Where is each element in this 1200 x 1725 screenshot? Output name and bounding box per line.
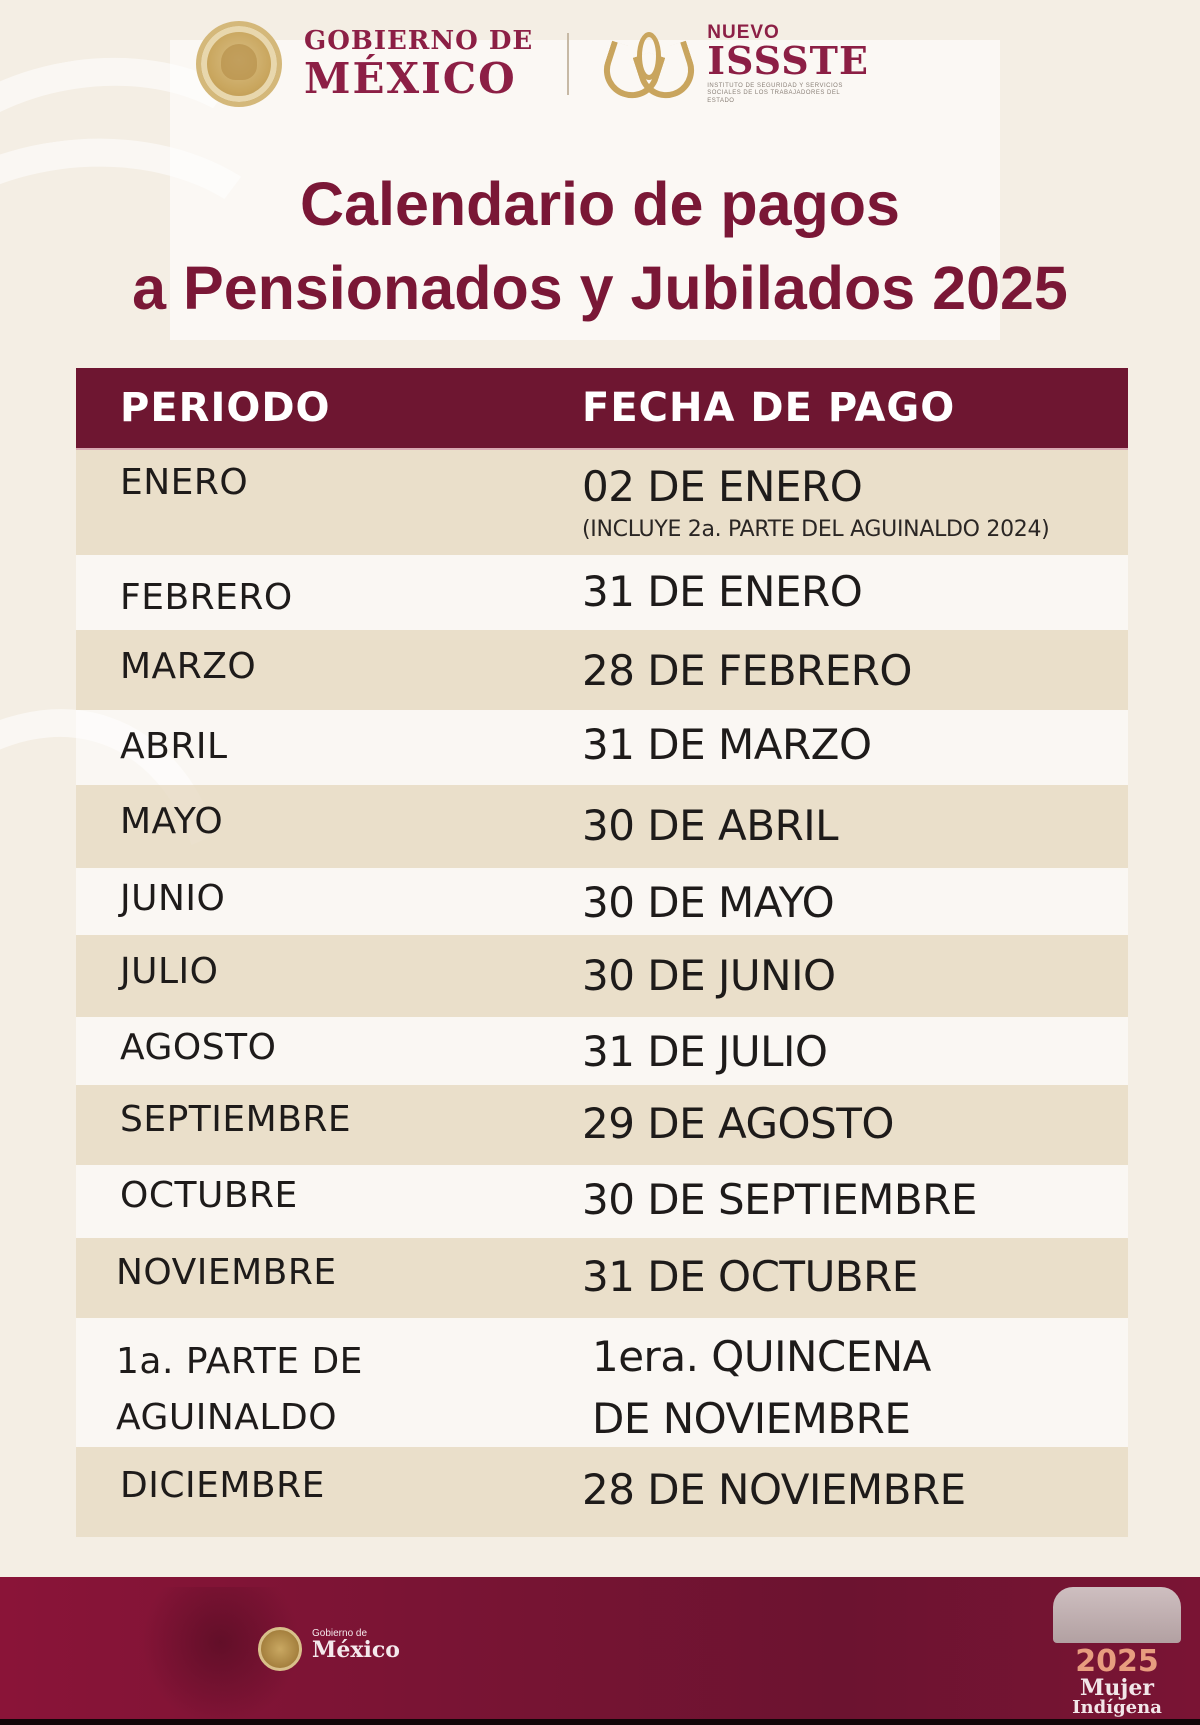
fecha-text: 02 DE ENERO [582, 462, 863, 511]
periodo-cell: NOVIEMBRE [116, 1252, 337, 1293]
footer-gobierno-logo: Gobierno de México [312, 1628, 400, 1663]
logo-bar: GOBIERNO DE MÉXICO NUEVO ISSSTE INSTITUT… [196, 14, 946, 114]
table-row: AGOSTO 31 DE JULIO [76, 1017, 1128, 1085]
periodo-line1: 1a. PARTE DE [116, 1341, 363, 1382]
table-row: SEPTIEMBRE 29 DE AGOSTO [76, 1085, 1128, 1165]
fecha-cell: 02 DE ENERO (INCLUYE 2a. PARTE DEL AGUIN… [582, 462, 1050, 542]
fecha-cell: 31 DE ENERO [582, 567, 863, 616]
fecha-cell: 30 DE JUNIO [582, 951, 836, 1000]
header-periodo: PERIODO [120, 385, 331, 431]
periodo-cell: DICIEMBRE [120, 1465, 325, 1506]
page-title: Calendario de pagos a Pensionados y Jubi… [0, 162, 1200, 330]
periodo-cell: ABRIL [120, 726, 228, 767]
fecha-line2: DE NOVIEMBRE [592, 1394, 911, 1443]
periodo-cell: JULIO [120, 951, 219, 992]
gobierno-line1: GOBIERNO DE [304, 26, 534, 56]
fecha-cell: 29 DE AGOSTO [582, 1099, 895, 1148]
year-badge-line1: Mujer [1080, 1675, 1154, 1701]
year-badge-line2: Indígena [1072, 1697, 1162, 1718]
table-row: MARZO 28 DE FEBRERO [76, 630, 1128, 710]
fecha-cell: 31 DE OCTUBRE [582, 1252, 918, 1301]
issste-name: ISSSTE [707, 37, 869, 83]
fecha-cell: 30 DE ABRIL [582, 801, 839, 850]
background-panel [170, 40, 1000, 340]
issste-logo: NUEVO ISSSTE INSTITUTO DE SEGURIDAD Y SE… [707, 23, 869, 106]
table-row: DICIEMBRE 28 DE NOVIEMBRE [76, 1447, 1128, 1537]
fecha-cell: 30 DE MAYO [582, 878, 835, 927]
gobierno-mexico-logo: GOBIERNO DE MÉXICO [304, 28, 533, 100]
logo-divider [567, 33, 570, 95]
fecha-cell: 1era. QUINCENA DE NOVIEMBRE [582, 1326, 931, 1450]
footer-gob-small: Gobierno de [312, 1628, 368, 1639]
fecha-line1: 1era. QUINCENA [592, 1332, 931, 1381]
year-badge: 2025 Mujer Indígena [1042, 1577, 1192, 1725]
table-row: JULIO 30 DE JUNIO [76, 935, 1128, 1017]
women-portrait-image [1053, 1587, 1181, 1643]
periodo-line2: AGUINALDO [116, 1397, 338, 1438]
footer-seal-icon [258, 1627, 302, 1671]
bottom-strip [0, 1719, 1200, 1725]
year-badge-year: 2025 [1075, 1644, 1159, 1679]
title-line2: a Pensionados y Jubilados 2025 [132, 254, 1068, 322]
table-header: PERIODO FECHA DE PAGO [76, 368, 1128, 450]
fecha-cell: 30 DE SEPTIEMBRE [582, 1175, 977, 1224]
table-row: 1a. PARTE DE AGUINALDO 1era. QUINCENA DE… [76, 1318, 1128, 1447]
table-row: ENERO 02 DE ENERO (INCLUYE 2a. PARTE DEL… [76, 450, 1128, 555]
periodo-cell: SEPTIEMBRE [120, 1099, 352, 1140]
table-row: JUNIO 30 DE MAYO [76, 868, 1128, 935]
issste-hands-icon [596, 26, 702, 106]
periodo-cell: FEBRERO [120, 577, 293, 618]
periodo-cell: JUNIO [120, 878, 226, 919]
periodo-cell: OCTUBRE [120, 1175, 298, 1216]
footer-banner: Gobierno de México 2025 Mujer Indígena [0, 1577, 1200, 1725]
payment-calendar-table: PERIODO FECHA DE PAGO ENERO 02 DE ENERO … [76, 368, 1128, 1537]
fecha-cell: 28 DE FEBRERO [582, 646, 913, 695]
table-row: FEBRERO 31 DE ENERO [76, 555, 1128, 630]
header-fecha: FECHA DE PAGO [582, 385, 956, 431]
issste-prefix: NUEVO [707, 21, 780, 43]
table-row: NOVIEMBRE 31 DE OCTUBRE [76, 1238, 1128, 1318]
periodo-cell: AGOSTO [120, 1027, 277, 1068]
fecha-cell: 31 DE JULIO [582, 1027, 828, 1076]
fecha-cell: 28 DE NOVIEMBRE [582, 1465, 966, 1514]
periodo-cell: MARZO [120, 646, 257, 687]
title-line1: Calendario de pagos [300, 170, 900, 238]
footer-gob-mexico: México [312, 1637, 400, 1663]
periodo-cell: ENERO [120, 462, 249, 503]
table-row: ABRIL 31 DE MARZO [76, 710, 1128, 785]
gobierno-line2: MÉXICO [304, 54, 517, 103]
fecha-note: (INCLUYE 2a. PARTE DEL AGUINALDO 2024) [582, 517, 1050, 542]
fecha-cell: 31 DE MARZO [582, 720, 872, 769]
issste-subtitle: INSTITUTO DE SEGURIDAD Y SERVICIOS SOCIA… [707, 82, 843, 104]
table-row: MAYO 30 DE ABRIL [76, 785, 1128, 868]
national-seal-icon [196, 21, 282, 107]
periodo-cell: 1a. PARTE DE AGUINALDO [76, 1326, 582, 1446]
periodo-cell: MAYO [120, 801, 224, 842]
table-row: OCTUBRE 30 DE SEPTIEMBRE [76, 1165, 1128, 1238]
